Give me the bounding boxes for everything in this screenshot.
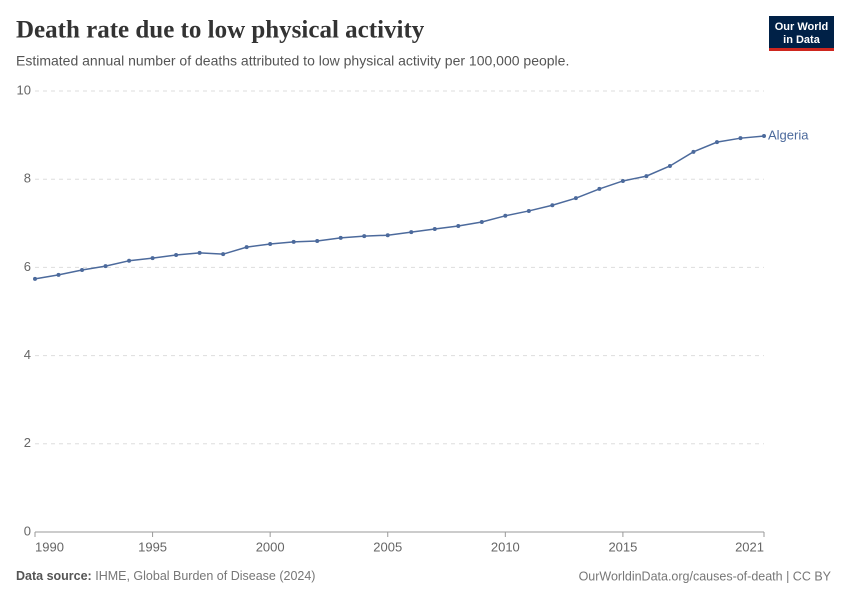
line <box>34 135 765 280</box>
point <box>33 276 37 281</box>
point <box>338 235 343 240</box>
point <box>620 178 625 183</box>
point <box>573 196 578 201</box>
point <box>479 219 484 224</box>
point <box>667 163 672 168</box>
x-tick-label: 2000 <box>256 539 285 554</box>
point <box>526 208 531 213</box>
y-tick-label: 4 <box>24 347 31 362</box>
point <box>150 256 155 261</box>
chart-title: Death rate due to low physical activity <box>16 17 425 44</box>
point <box>409 230 414 235</box>
source: IHME, Global Burden of Disease (2024) <box>95 569 315 583</box>
point <box>385 233 390 238</box>
source-label: Data source: <box>16 569 92 583</box>
x-tick-label: 2015 <box>608 539 637 554</box>
x-tick-label: 1995 <box>138 539 167 554</box>
point <box>174 253 179 258</box>
logo[interactable]: Our World in Data <box>769 16 834 51</box>
footer-source: Data source: IHME, Global Burden of Dise… <box>16 569 315 583</box>
point <box>268 242 273 247</box>
logo-text: in Data <box>783 34 821 46</box>
point <box>244 245 249 250</box>
point <box>315 238 320 243</box>
x-tick-label: 2021 <box>735 539 764 554</box>
point <box>56 272 61 277</box>
x-tick-label: 2010 <box>491 539 520 554</box>
point <box>691 149 696 154</box>
logo-stripe <box>769 48 834 51</box>
x-tick-label: 1990 <box>35 539 64 554</box>
footer-link[interactable]: OurWorldinData.org/causes-of-death | CC … <box>579 569 832 583</box>
point <box>644 174 649 179</box>
x-tick-label: 2005 <box>373 539 402 554</box>
series-label: Algeria <box>768 127 809 142</box>
point <box>291 239 296 244</box>
point <box>597 186 602 191</box>
logo-text: Our World <box>775 21 829 33</box>
point <box>550 203 555 208</box>
point <box>738 136 743 141</box>
point <box>221 252 226 257</box>
point <box>432 227 437 232</box>
y-tick-label: 10 <box>17 82 31 97</box>
point <box>456 223 461 228</box>
point <box>127 258 132 263</box>
logo-box <box>769 16 834 50</box>
point <box>80 268 85 273</box>
point <box>362 234 367 239</box>
y-tick-label: 0 <box>24 523 31 538</box>
point <box>714 140 719 145</box>
point <box>762 133 766 138</box>
y-tick-label: 6 <box>24 259 31 274</box>
point <box>503 213 508 218</box>
chart-subtitle: Estimated annual number of deaths attrib… <box>16 53 569 69</box>
point <box>103 264 108 269</box>
y-tick-label: 2 <box>24 435 31 450</box>
y-tick-label: 8 <box>24 171 31 186</box>
point <box>197 250 202 255</box>
